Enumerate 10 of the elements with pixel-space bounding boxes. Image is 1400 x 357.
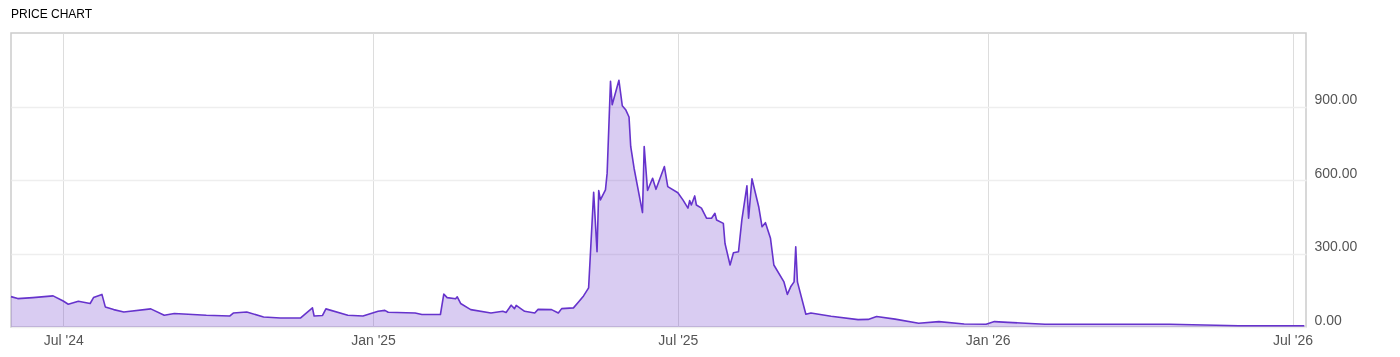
x-tick-label: Jan '25 (351, 331, 397, 348)
y-tick-label: 300.00 (1314, 238, 1358, 254)
x-tick-label: Jul '24 (43, 331, 84, 348)
x-tick-label: Jul '25 (658, 331, 699, 348)
x-tick-label: Jul '26 (1273, 331, 1314, 348)
chart-title: PRICE CHART (11, 7, 93, 21)
y-tick-label: 0.00 (1314, 311, 1342, 328)
x-tick-label: Jan '26 (965, 331, 1011, 348)
y-tick-label: 600.00 (1314, 164, 1358, 181)
y-tick-label: 900.00 (1314, 91, 1358, 107)
